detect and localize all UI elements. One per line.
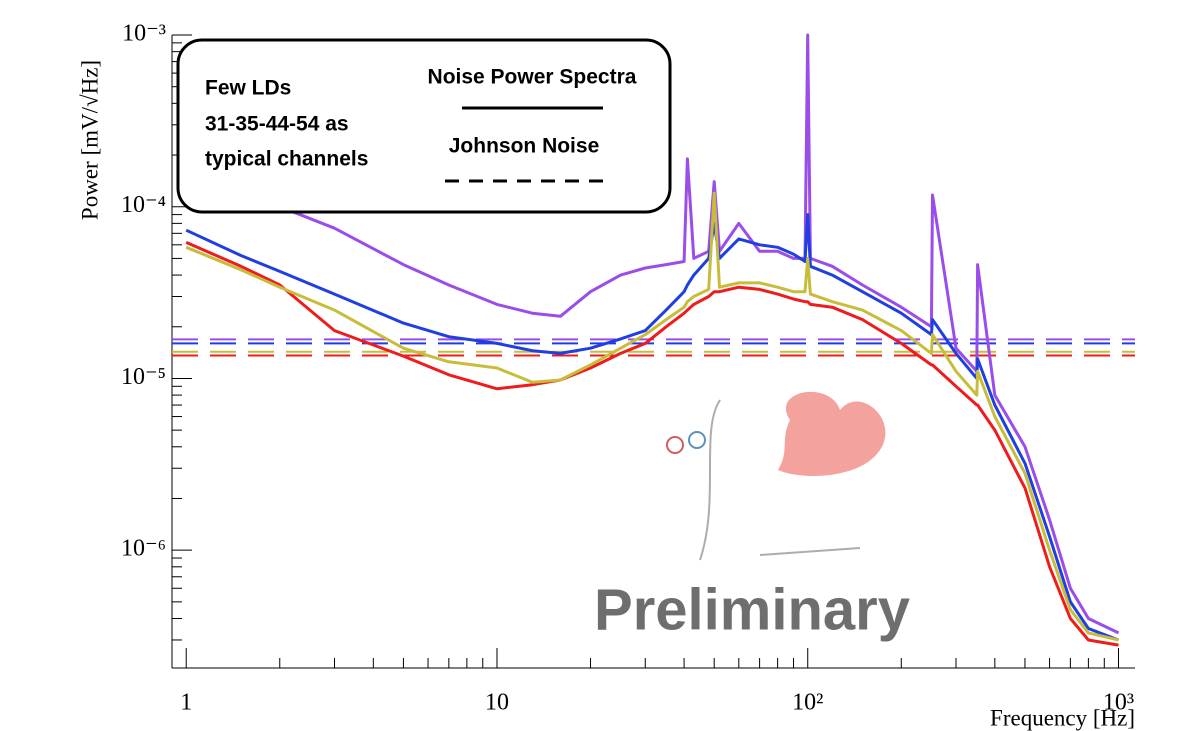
legend-note: Few LDs <box>205 77 291 100</box>
legend-box <box>176 38 672 214</box>
y-tick-label: 10⁻⁴ <box>121 192 166 218</box>
y-tick-label: 10⁻⁶ <box>121 536 166 562</box>
series-line <box>185 33 1120 635</box>
x-axis-title: Frequency [Hz] <box>990 705 1135 730</box>
x-tick-label: 10³ <box>1103 690 1134 716</box>
logo-ball <box>688 431 706 449</box>
series-line <box>185 241 1119 647</box>
y-axis-title: Power [mV/√Hz] <box>77 60 102 220</box>
x-tick-label: 10² <box>792 690 823 716</box>
series-line <box>185 213 1120 642</box>
watermark: Preliminary <box>594 577 910 642</box>
legend-note: 31-35-44-54 as <box>205 113 349 136</box>
logo-shape <box>778 391 886 476</box>
logo-ball <box>666 436 684 454</box>
x-tick-label: 1 <box>180 690 192 716</box>
legend-label: Noise Power Spectra <box>428 66 637 89</box>
y-tick-label: 10⁻⁵ <box>121 364 166 390</box>
y-tick-label: 10⁻³ <box>122 21 166 47</box>
legend-note: typical channels <box>205 148 368 171</box>
logo <box>666 391 886 561</box>
logo-figure <box>699 399 861 561</box>
legend-label: Johnson Noise <box>449 135 600 158</box>
series-line <box>185 191 1119 642</box>
x-tick-label: 10 <box>485 690 509 716</box>
legend: Few LDs 31-35-44-54 as typical channels … <box>176 38 672 214</box>
